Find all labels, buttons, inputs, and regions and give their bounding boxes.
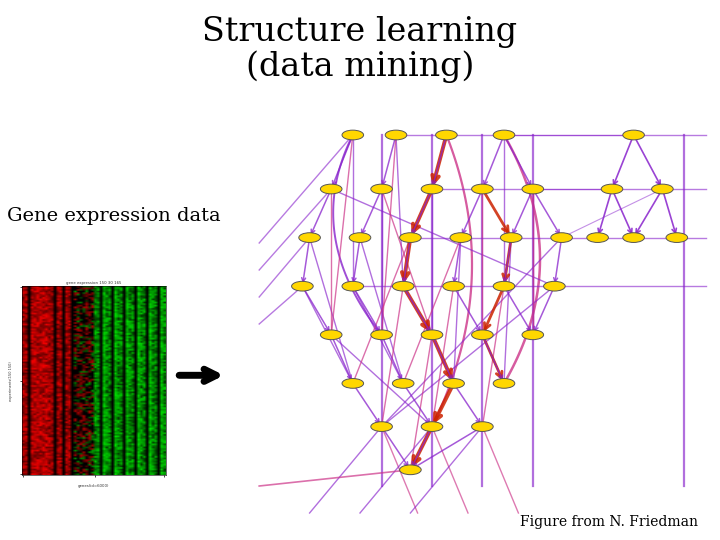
Ellipse shape bbox=[450, 233, 472, 242]
Ellipse shape bbox=[299, 233, 320, 242]
Ellipse shape bbox=[392, 379, 414, 388]
Ellipse shape bbox=[587, 233, 608, 242]
Ellipse shape bbox=[400, 465, 421, 475]
Ellipse shape bbox=[493, 130, 515, 140]
Ellipse shape bbox=[371, 422, 392, 431]
Ellipse shape bbox=[472, 422, 493, 431]
Ellipse shape bbox=[493, 379, 515, 388]
Ellipse shape bbox=[551, 233, 572, 242]
Ellipse shape bbox=[342, 379, 364, 388]
Ellipse shape bbox=[421, 422, 443, 431]
Ellipse shape bbox=[623, 233, 644, 242]
Title: gene expression 150 30 165: gene expression 150 30 165 bbox=[66, 281, 121, 285]
Ellipse shape bbox=[342, 281, 364, 291]
Y-axis label: experiments(150 150): experiments(150 150) bbox=[9, 361, 13, 401]
Ellipse shape bbox=[421, 330, 443, 340]
Ellipse shape bbox=[436, 130, 457, 140]
Ellipse shape bbox=[493, 281, 515, 291]
Ellipse shape bbox=[522, 184, 544, 194]
Ellipse shape bbox=[320, 330, 342, 340]
Ellipse shape bbox=[443, 379, 464, 388]
Ellipse shape bbox=[500, 233, 522, 242]
Ellipse shape bbox=[472, 184, 493, 194]
Ellipse shape bbox=[400, 233, 421, 242]
Ellipse shape bbox=[292, 281, 313, 291]
Ellipse shape bbox=[522, 330, 544, 340]
Ellipse shape bbox=[652, 184, 673, 194]
Ellipse shape bbox=[443, 281, 464, 291]
Ellipse shape bbox=[385, 130, 407, 140]
Ellipse shape bbox=[371, 330, 392, 340]
X-axis label: genes(id=6000): genes(id=6000) bbox=[78, 483, 109, 488]
Text: Figure from N. Friedman: Figure from N. Friedman bbox=[521, 515, 698, 529]
Ellipse shape bbox=[392, 281, 414, 291]
Ellipse shape bbox=[342, 130, 364, 140]
Ellipse shape bbox=[472, 330, 493, 340]
Ellipse shape bbox=[320, 184, 342, 194]
Ellipse shape bbox=[371, 184, 392, 194]
Text: Structure learning
(data mining): Structure learning (data mining) bbox=[202, 16, 518, 83]
Ellipse shape bbox=[601, 184, 623, 194]
Ellipse shape bbox=[421, 184, 443, 194]
Ellipse shape bbox=[349, 233, 371, 242]
Ellipse shape bbox=[544, 281, 565, 291]
Ellipse shape bbox=[666, 233, 688, 242]
Ellipse shape bbox=[623, 130, 644, 140]
Text: Gene expression data: Gene expression data bbox=[7, 207, 221, 225]
